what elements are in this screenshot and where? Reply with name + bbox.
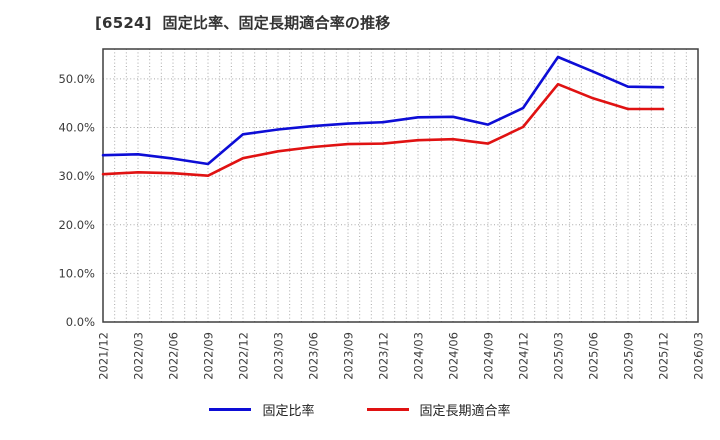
- x-axis-tick-label: 2021/12: [97, 332, 111, 380]
- chart-title: [6524] 固定比率、固定長期適合率の推移: [95, 14, 391, 32]
- x-axis-tick-label: 2023/03: [272, 332, 286, 380]
- legend-item-fixed-ratio: 固定比率: [209, 400, 315, 419]
- x-axis-tick-label: 2024/03: [412, 332, 426, 380]
- x-axis-tick-label: 2023/06: [307, 332, 321, 380]
- x-axis-tick-label: 2026/03: [692, 332, 706, 380]
- y-axis-tick-label: 10.0%: [58, 266, 95, 280]
- x-axis-tick-label: 2024/06: [447, 332, 461, 380]
- x-axis-tick-label: 2024/09: [482, 332, 496, 380]
- legend-item-fixed-longterm-ratio: 固定長期適合率: [366, 400, 511, 419]
- x-axis-tick-label: 2024/12: [517, 332, 531, 380]
- y-axis-tick-label: 20.0%: [58, 218, 95, 232]
- legend-label-fixed-ratio: 固定比率: [262, 404, 315, 419]
- plot-border: [102, 48, 699, 323]
- x-axis-tick-label: 2025/12: [657, 332, 671, 380]
- red-line-swatch: [366, 408, 409, 411]
- blue-line-swatch: [209, 408, 252, 411]
- x-axis-tick-label: 2022/12: [237, 332, 251, 380]
- x-axis-tick-label: 2022/03: [132, 332, 146, 380]
- y-axis-tick-label: 0.0%: [66, 315, 95, 329]
- x-axis-tick-label: 2025/06: [587, 332, 601, 380]
- y-axis-tick-label: 50.0%: [58, 72, 95, 86]
- x-axis-tick-label: 2023/12: [377, 332, 391, 380]
- x-axis-tick-label: 2025/03: [552, 332, 566, 380]
- x-axis-tick-label: 2023/09: [342, 332, 356, 380]
- series-line-fixed-longterm-ratio: [101, 82, 665, 177]
- x-axis-tick-label: 2022/06: [167, 332, 181, 380]
- x-axis-tick-label: 2025/09: [622, 332, 636, 380]
- y-axis-tick-label: 40.0%: [58, 121, 95, 135]
- legend-label-fixed-longterm-ratio: 固定長期適合率: [419, 404, 511, 419]
- x-axis-tick-label: 2022/09: [202, 332, 216, 380]
- series-line-fixed-ratio: [101, 55, 665, 166]
- chart-legend: 固定比率 固定長期適合率: [0, 400, 720, 419]
- y-axis-tick-label: 30.0%: [58, 169, 95, 183]
